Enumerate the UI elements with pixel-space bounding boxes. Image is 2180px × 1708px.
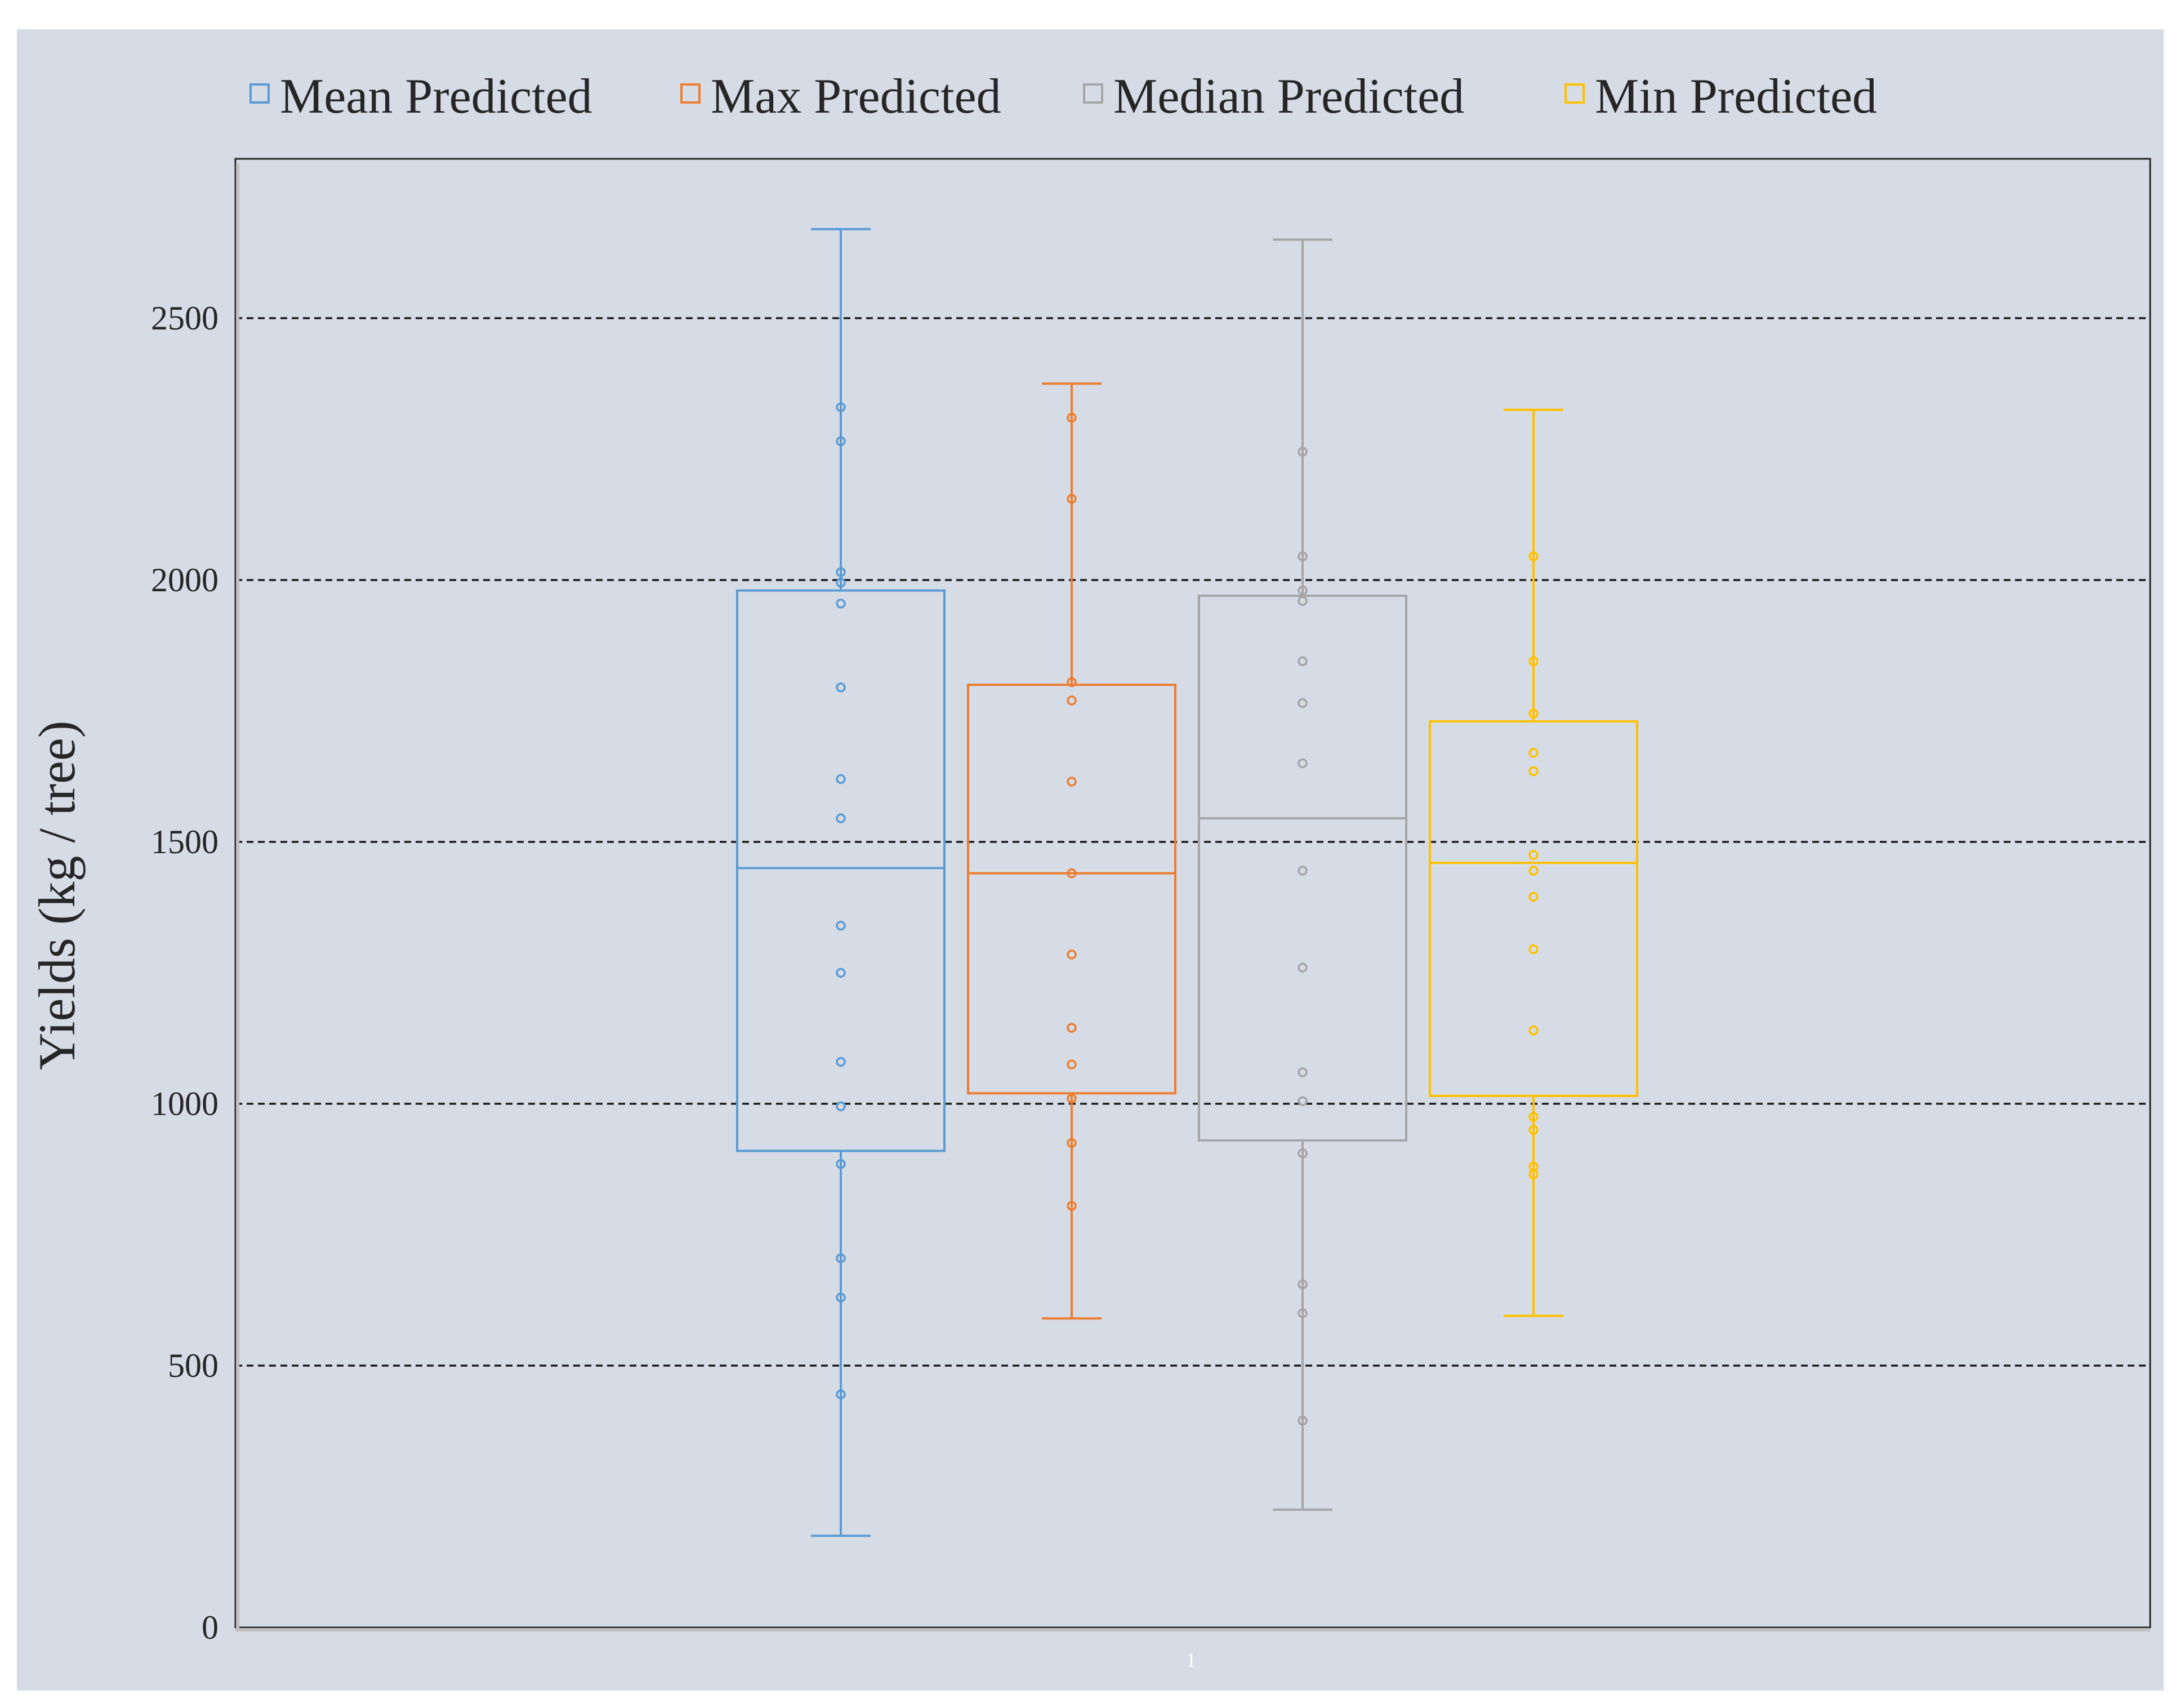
data-point-0-7 <box>836 921 846 931</box>
data-point-0-2 <box>836 1253 846 1264</box>
data-point-3-8 <box>1528 850 1539 860</box>
iqr-box-3 <box>1429 720 1638 1098</box>
y-axis: 0 500 1000 1500 2000 2500 <box>151 300 219 1646</box>
boxes <box>736 228 1638 1537</box>
data-point-2-1 <box>1298 1308 1308 1318</box>
data-point-1-2 <box>1067 1093 1077 1104</box>
data-point-0-14 <box>836 436 846 447</box>
data-point-0-10 <box>836 682 846 693</box>
data-point-3-9 <box>1528 766 1539 777</box>
data-point-1-0 <box>1067 1201 1077 1211</box>
data-point-2-14 <box>1298 447 1308 457</box>
data-point-3-13 <box>1528 551 1539 561</box>
data-point-1-7 <box>1067 777 1077 787</box>
data-point-1-5 <box>1067 949 1077 960</box>
data-point-0-1 <box>836 1292 846 1303</box>
data-point-1-1 <box>1067 1138 1077 1148</box>
data-point-0-8 <box>836 813 846 823</box>
box-2 <box>1198 238 1407 1511</box>
data-point-2-9 <box>1298 698 1308 708</box>
legend-label-0: Mean Predicted <box>280 69 592 124</box>
data-point-3-1 <box>1528 1161 1539 1172</box>
legend-marker-0 <box>249 83 270 104</box>
data-point-3-3 <box>1528 1112 1539 1122</box>
data-point-2-5 <box>1298 1067 1308 1077</box>
data-point-0-4 <box>836 1101 846 1112</box>
data-point-0-3 <box>836 1159 846 1169</box>
data-point-1-3 <box>1067 1059 1077 1069</box>
data-point-3-12 <box>1528 656 1539 666</box>
data-point-2-8 <box>1298 758 1308 769</box>
box-3 <box>1429 408 1638 1317</box>
data-point-3-6 <box>1528 891 1539 902</box>
data-point-2-6 <box>1298 962 1308 973</box>
plot-border <box>234 158 2151 1629</box>
legend-marker-2 <box>1083 83 1103 104</box>
y-tick-label-2000: 2000 <box>151 561 219 599</box>
data-point-2-7 <box>1298 866 1308 876</box>
legend-marker-3 <box>1564 83 1585 104</box>
data-point-0-11 <box>836 599 846 609</box>
data-point-1-9 <box>1067 677 1077 688</box>
data-point-0-9 <box>836 774 846 784</box>
data-point-2-2 <box>1298 1279 1308 1290</box>
gridlines <box>235 317 2150 1367</box>
iqr-box-2 <box>1198 594 1407 1142</box>
box-0 <box>736 228 946 1537</box>
data-point-3-10 <box>1528 748 1539 758</box>
data-point-2-3 <box>1298 1148 1308 1159</box>
data-point-1-10 <box>1067 494 1077 504</box>
data-point-2-4 <box>1298 1096 1308 1107</box>
data-point-0-5 <box>836 1056 846 1067</box>
data-point-0-15 <box>836 402 846 412</box>
data-point-3-7 <box>1528 866 1539 876</box>
data-point-1-11 <box>1067 412 1077 423</box>
y-tick-label-1000: 1000 <box>151 1085 219 1122</box>
legend-label-2: Median Predicted <box>1113 69 1464 124</box>
plot-area <box>234 158 2151 1631</box>
y-tick-label-0: 0 <box>202 1609 219 1646</box>
data-point-0-12 <box>836 577 846 588</box>
data-point-0-6 <box>836 967 846 978</box>
legend-label-3: Min Predicted <box>1595 69 1877 124</box>
data-point-2-13 <box>1298 551 1308 561</box>
legend-marker-1 <box>680 83 701 104</box>
legend-label-1: Max Predicted <box>711 69 1001 124</box>
data-point-1-4 <box>1067 1023 1077 1033</box>
data-point-1-6 <box>1067 868 1077 878</box>
y-tick-label-500: 500 <box>168 1347 219 1384</box>
data-point-1-8 <box>1067 695 1077 706</box>
box-1 <box>967 382 1176 1320</box>
data-point-2-0 <box>1298 1415 1308 1426</box>
data-point-3-11 <box>1528 708 1539 719</box>
y-axis-title: Yields (kg / tree) <box>28 721 86 1071</box>
y-tick-label-2500: 2500 <box>151 300 219 337</box>
chart-frame <box>17 29 2164 1691</box>
iqr-box-0 <box>736 589 946 1152</box>
x-tick-label: 1 <box>1186 1649 1196 1671</box>
legend: Mean Predicted Max Predicted Median Predic… <box>249 69 1877 124</box>
iqr-box-1 <box>967 684 1176 1095</box>
data-point-2-11 <box>1298 596 1308 606</box>
data-point-3-5 <box>1528 944 1539 955</box>
y-tick-label-1500: 1500 <box>151 823 219 860</box>
data-point-3-4 <box>1528 1025 1539 1036</box>
data-point-2-10 <box>1298 656 1308 666</box>
data-point-2-12 <box>1298 585 1308 596</box>
data-point-0-13 <box>836 567 846 577</box>
data-point-0-0 <box>836 1389 846 1399</box>
data-point-3-2 <box>1528 1125 1539 1135</box>
